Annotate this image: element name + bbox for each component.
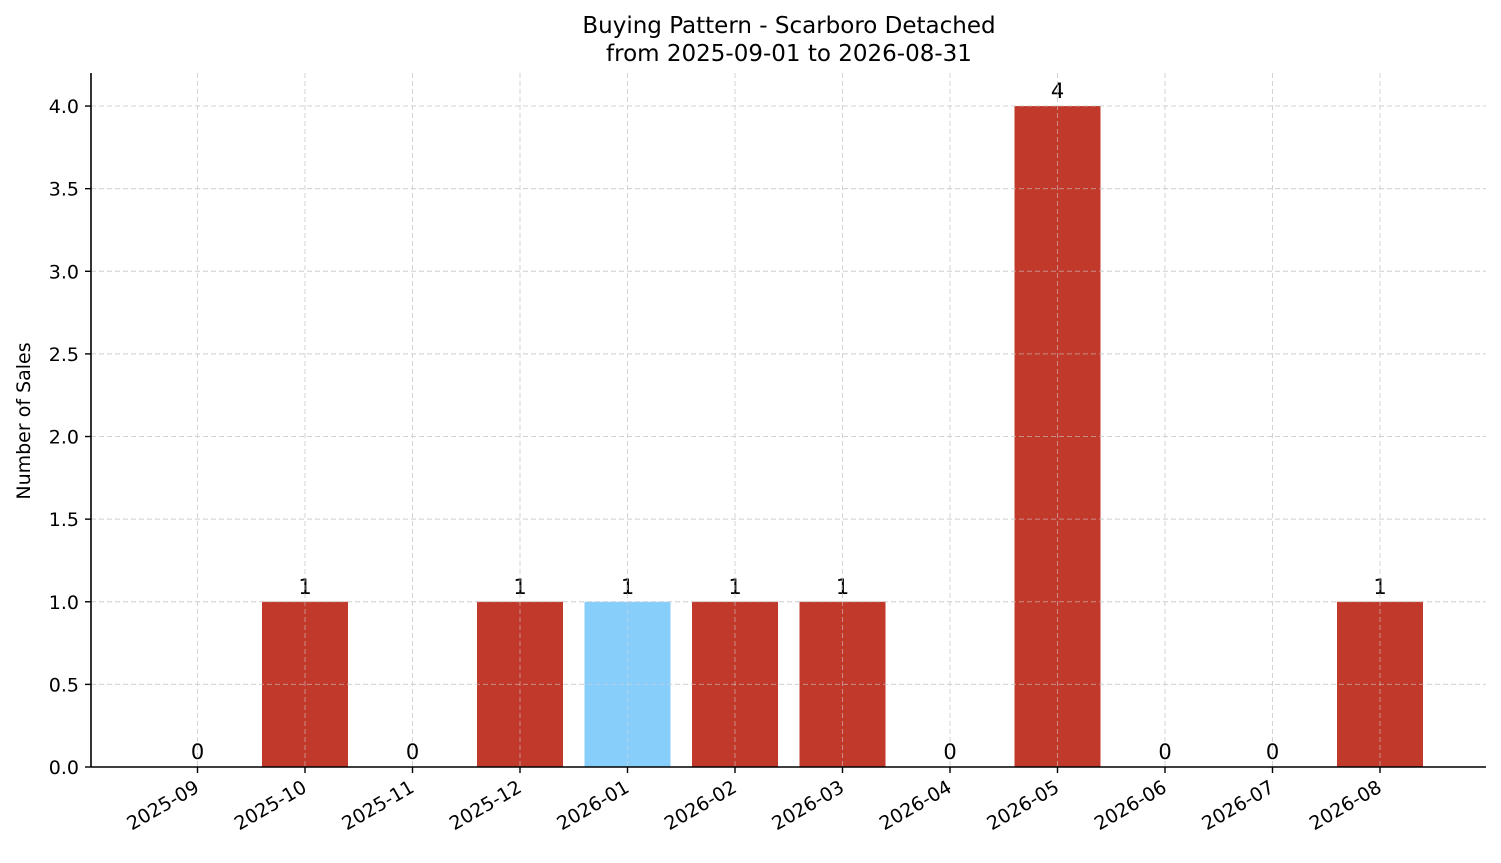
x-tick-label: 2025-11 <box>338 776 418 835</box>
data-label: 0 <box>191 740 204 764</box>
x-tick-label: 2026-07 <box>1198 776 1278 835</box>
data-label: 0 <box>943 740 956 764</box>
y-tick-label: 2.5 <box>49 344 79 366</box>
y-tick-label: 1.0 <box>49 592 79 614</box>
chart-subtitle: from 2025-09-01 to 2026-08-31 <box>606 41 972 67</box>
x-tick-label: 2026-05 <box>983 776 1063 835</box>
x-tick-label: 2026-03 <box>768 776 848 835</box>
x-tick-label: 2026-01 <box>553 776 633 835</box>
data-label: 0 <box>1158 740 1171 764</box>
y-tick-label: 0.0 <box>49 757 79 779</box>
y-tick-label: 3.5 <box>49 179 79 201</box>
x-tick-label: 2026-06 <box>1091 776 1171 835</box>
x-tick-label: 2025-10 <box>231 776 311 835</box>
x-tick-label: 2026-08 <box>1306 776 1386 835</box>
data-label: 0 <box>406 740 419 764</box>
x-tick-label: 2026-02 <box>661 776 741 835</box>
y-tick-label: 4.0 <box>49 96 79 118</box>
y-tick-label: 2.0 <box>49 427 79 449</box>
x-tick-label: 2025-12 <box>446 776 526 835</box>
x-tick-label: 2025-09 <box>123 776 203 835</box>
y-axis-label: Number of Sales <box>13 342 35 499</box>
y-ticks-layer: 0.0 0.5 1.0 1.5 2.0 2.5 3.0 3.5 4.0 <box>49 96 91 779</box>
x-ticks-layer: 2025-09 2025-10 2025-11 2025-12 2026-01 2026-… <box>123 767 1386 835</box>
y-tick-label: 3.0 <box>49 261 79 283</box>
chart-title: Buying Pattern - Scarboro Detached <box>582 13 995 39</box>
y-tick-label: 0.5 <box>49 674 79 696</box>
x-tick-label: 2026-04 <box>876 776 956 835</box>
data-label: 0 <box>1266 740 1279 764</box>
y-tick-label: 1.5 <box>49 509 79 531</box>
